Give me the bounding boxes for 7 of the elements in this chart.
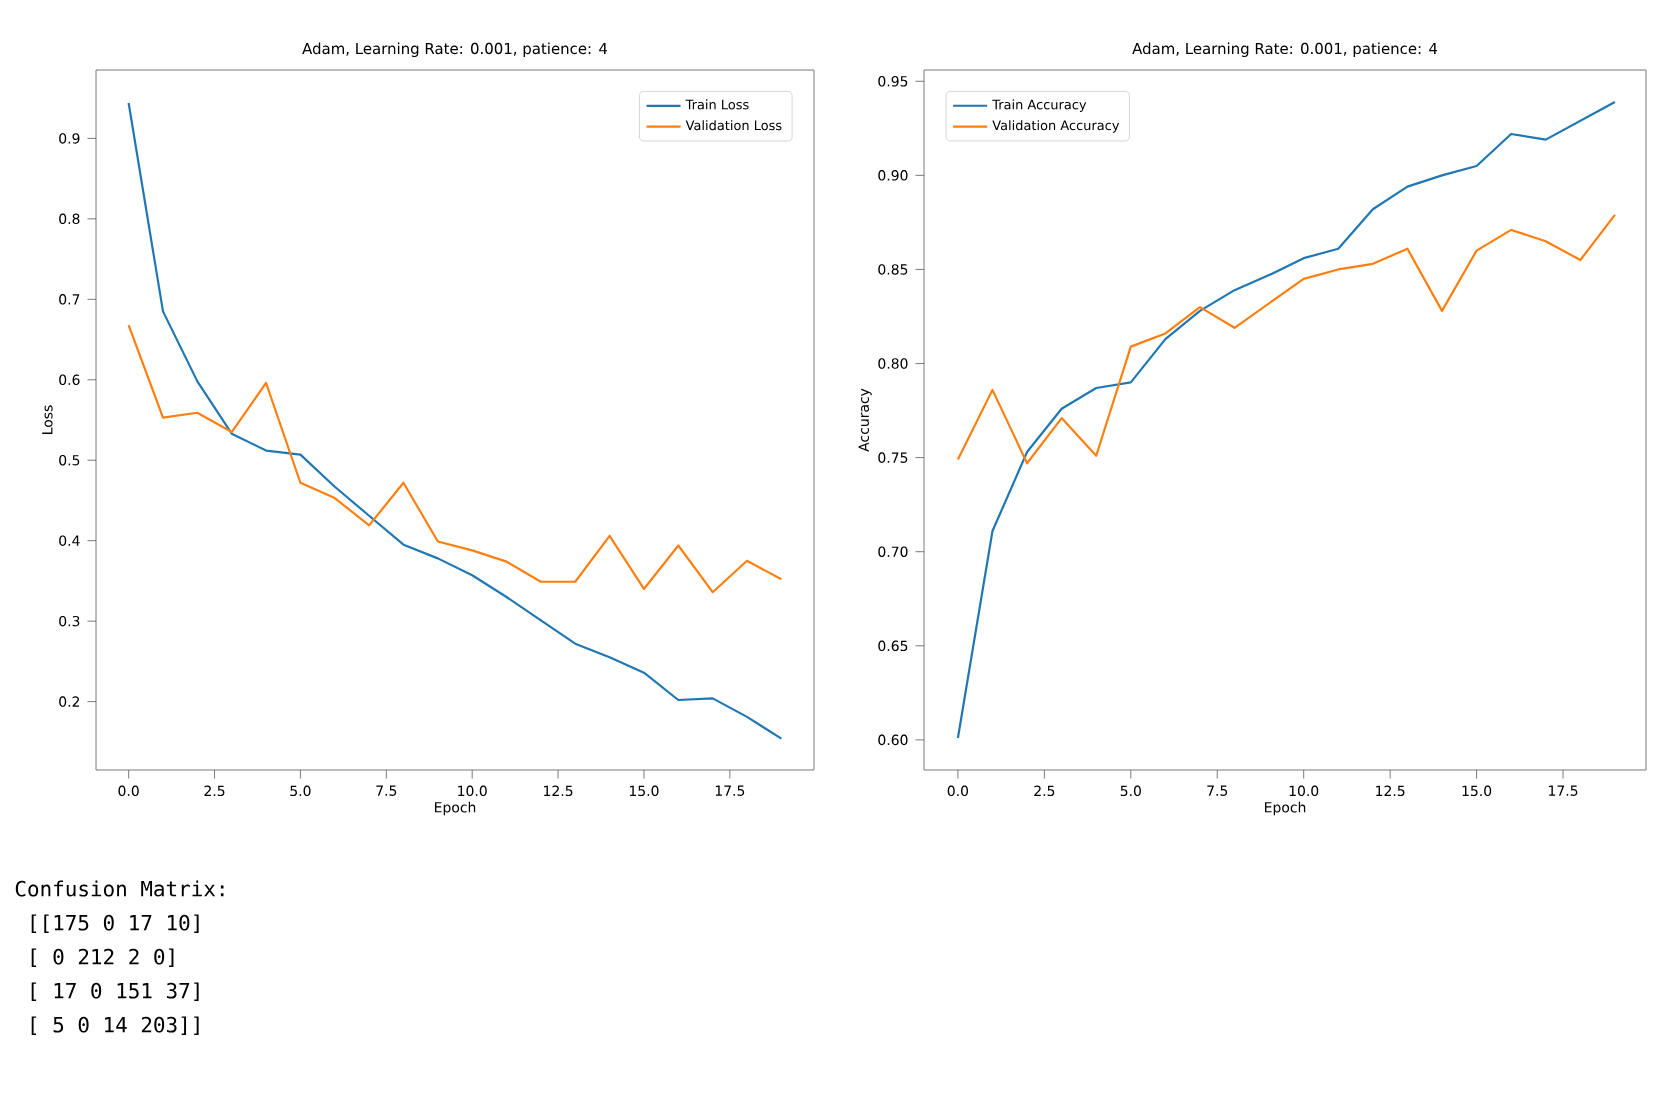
line-series	[127, 101, 783, 740]
text: Confusion Matrix:	[15, 880, 224, 897]
text: [ 17 0 151 37]	[31, 982, 199, 1002]
line-series	[127, 323, 783, 594]
text: [ 5 0 14 203]]	[31, 1016, 199, 1036]
text: [ 0 212 2 0]	[31, 948, 174, 968]
text: [[175 0 17 10]	[31, 914, 199, 934]
